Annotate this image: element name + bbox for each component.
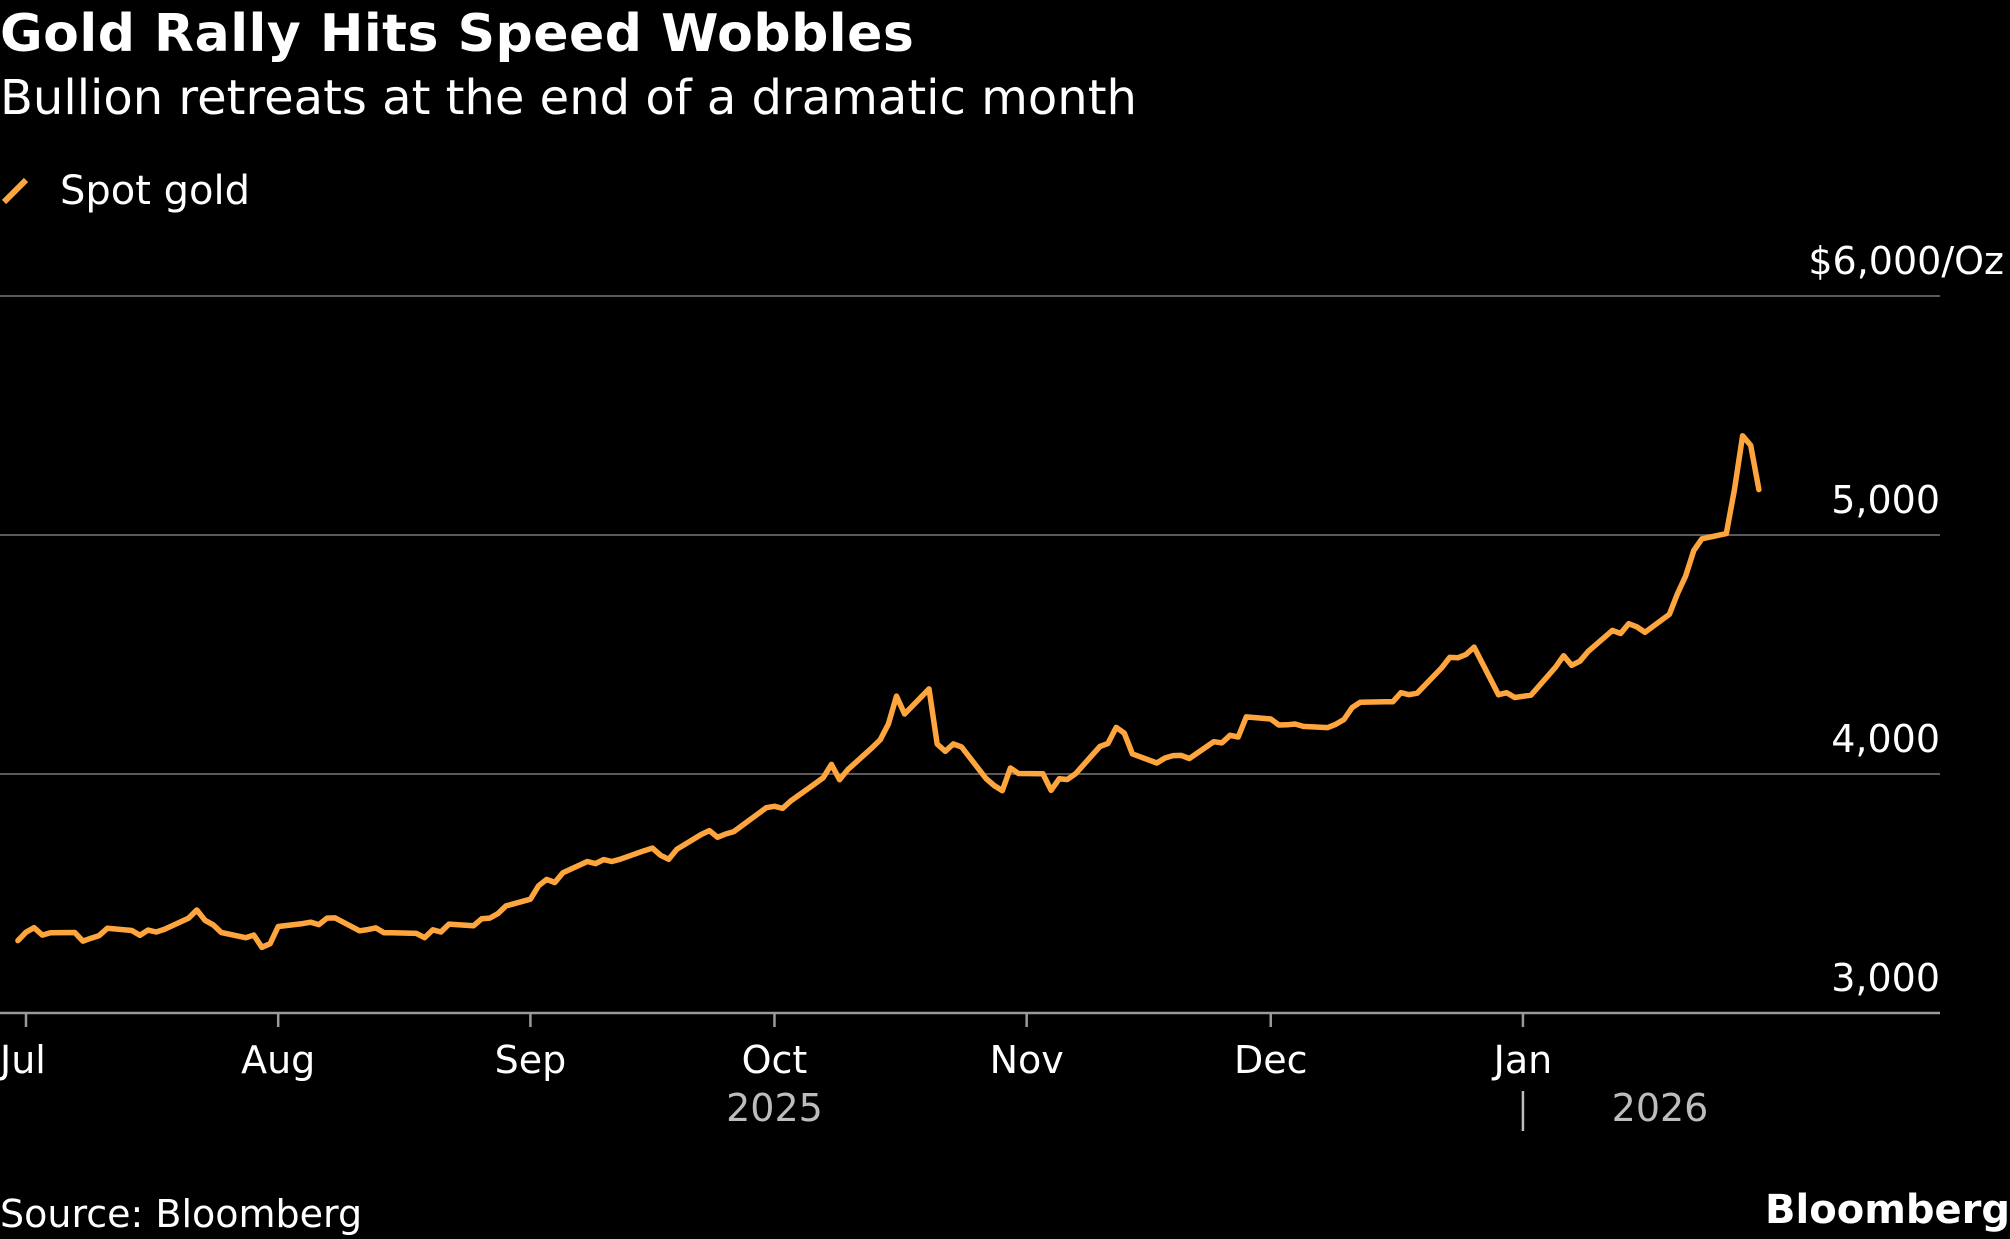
x-tick-label: Aug (241, 1038, 315, 1082)
y-tick-label: $6,000/Oz (1808, 239, 2004, 283)
x-tick-label: Oct (742, 1038, 808, 1082)
bloomberg-logo: Bloomberg (1765, 1187, 2010, 1233)
legend: Spot gold (0, 166, 250, 216)
source-note: Source: Bloomberg (0, 1192, 363, 1236)
chart-title: Gold Rally Hits Speed Wobbles (0, 4, 915, 64)
chart-subtitle: Bullion retreats at the end of a dramati… (0, 70, 1137, 126)
series-line-spot-gold (15, 433, 1762, 951)
y-tick-label: 4,000 (1831, 717, 1940, 761)
x-tick-label: Sep (495, 1038, 567, 1082)
year-label: 2025 (726, 1086, 823, 1130)
y-tick-label: 5,000 (1831, 478, 1940, 522)
y-tick-label: 3,000 (1831, 956, 1940, 1000)
x-tick-label: Nov (990, 1038, 1064, 1082)
x-tick-label: Jan (1492, 1038, 1553, 1082)
year-label: 2026 (1612, 1086, 1709, 1130)
legend-swatch-spot-gold (1, 177, 29, 205)
x-tick-label: Dec (1234, 1038, 1308, 1082)
x-tick-label: Jul (0, 1038, 46, 1082)
legend-label-spot-gold: Spot gold (60, 168, 251, 214)
